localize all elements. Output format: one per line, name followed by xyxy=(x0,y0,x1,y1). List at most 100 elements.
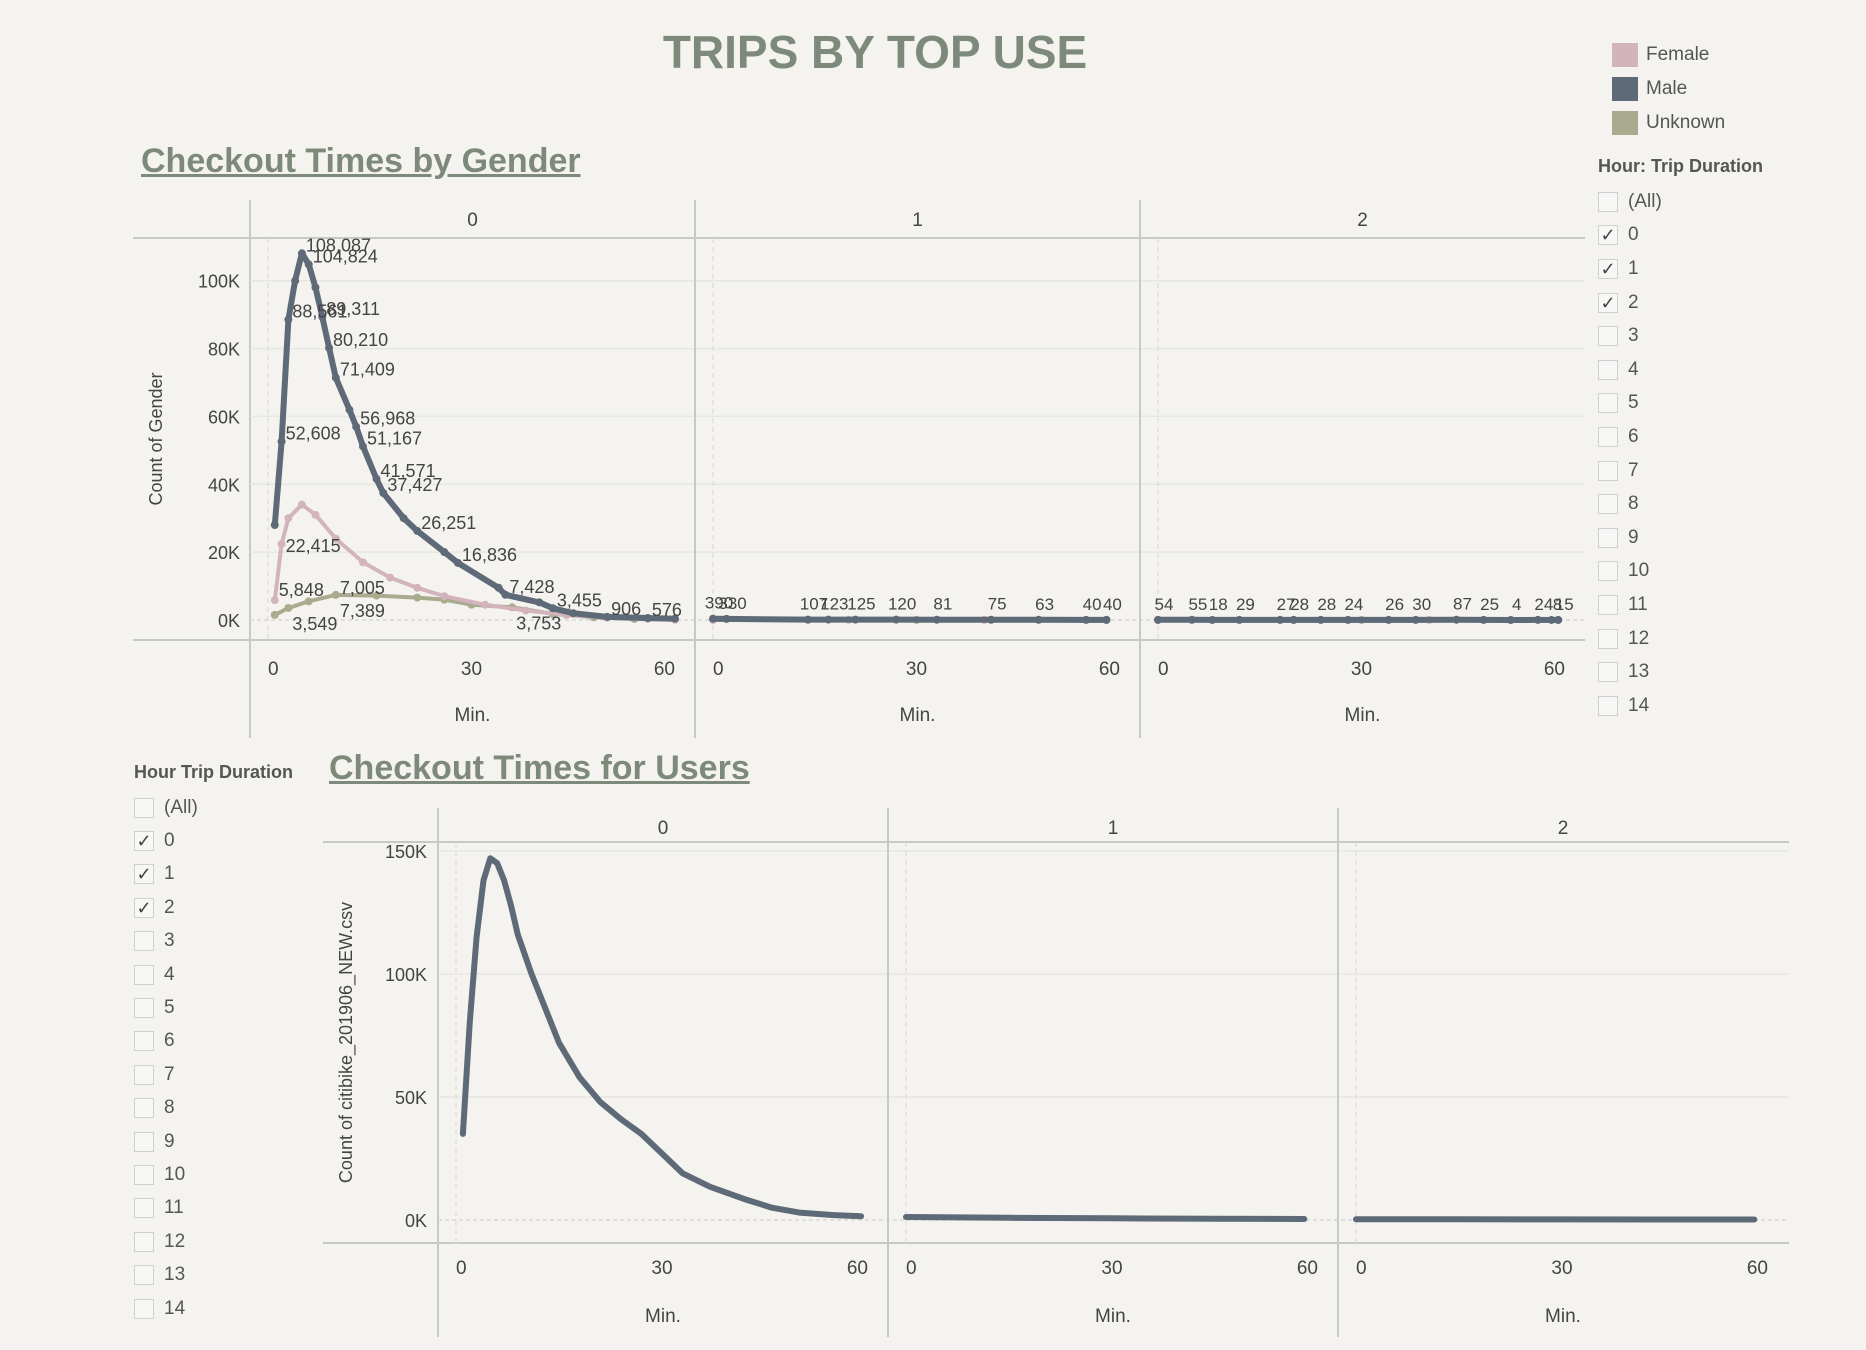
data-point-male xyxy=(1533,615,1542,624)
checkbox-unchecked[interactable] xyxy=(1598,393,1618,414)
legend-label-female: Female xyxy=(1646,44,1710,65)
checkbox-unchecked[interactable] xyxy=(1598,494,1618,515)
filter-option-label: (All) xyxy=(164,796,198,818)
filter-option-12[interactable]: 12 xyxy=(134,1225,293,1258)
data-point-male xyxy=(892,615,901,624)
data-point-male xyxy=(1547,615,1556,624)
users-chart-title[interactable]: Checkout Times for Users xyxy=(329,749,750,787)
checkbox-unchecked[interactable] xyxy=(134,1231,154,1252)
data-label: 75 xyxy=(988,595,1007,614)
data-point-male xyxy=(722,614,731,623)
x-axis-label: Min. xyxy=(1545,1306,1581,1327)
checkbox-checked[interactable]: ✓ xyxy=(134,831,154,852)
filter-option-9[interactable]: 9 xyxy=(134,1125,293,1158)
filter-option-13[interactable]: 13 xyxy=(1598,655,1763,689)
legend-swatch-male xyxy=(1612,77,1638,101)
checkbox-checked[interactable]: ✓ xyxy=(1598,225,1618,246)
x-tick-label: 30 xyxy=(1551,1258,1572,1279)
checkbox-unchecked[interactable] xyxy=(1598,594,1618,615)
filter-option-14[interactable]: 14 xyxy=(1598,689,1763,723)
checkbox-unchecked[interactable] xyxy=(1598,561,1618,582)
filter-option-all[interactable]: (All) xyxy=(1598,185,1763,219)
filter-option-14[interactable]: 14 xyxy=(134,1292,293,1325)
gender-chart-title[interactable]: Checkout Times by Gender xyxy=(141,142,581,180)
checkbox-unchecked[interactable] xyxy=(1598,359,1618,380)
filter-option-5[interactable]: 5 xyxy=(1598,387,1763,421)
x-tick-label: 60 xyxy=(847,1258,868,1279)
filter-option-9[interactable]: 9 xyxy=(1598,521,1763,555)
filter-option-11[interactable]: 11 xyxy=(1598,588,1763,622)
checkbox-unchecked[interactable] xyxy=(134,1131,154,1152)
checkbox-unchecked[interactable] xyxy=(134,964,154,985)
series-line-users-panel-0 xyxy=(459,855,865,1220)
data-point-female xyxy=(481,600,490,609)
checkbox-checked[interactable]: ✓ xyxy=(134,864,154,885)
filter-option-4[interactable]: 4 xyxy=(134,958,293,991)
filter-option-label: 9 xyxy=(1628,526,1639,548)
checkbox-checked[interactable]: ✓ xyxy=(134,897,154,918)
checkbox-unchecked[interactable] xyxy=(134,1265,154,1286)
filter-option-label: 0 xyxy=(1628,224,1639,246)
filter-option-6[interactable]: 6 xyxy=(1598,420,1763,454)
data-label: 87 xyxy=(1453,595,1472,614)
checkbox-unchecked[interactable] xyxy=(134,931,154,952)
filter-option-1[interactable]: ✓ 1 xyxy=(134,858,293,891)
filter-option-label: 0 xyxy=(164,830,175,852)
legend-item-male[interactable]: Male xyxy=(1612,72,1725,106)
data-point-unknown xyxy=(284,603,293,612)
y-tick-label: 40K xyxy=(208,475,240,495)
filter-option-3[interactable]: 3 xyxy=(1598,319,1763,353)
x-axis-label: Min. xyxy=(1345,705,1381,726)
filter-option-8[interactable]: 8 xyxy=(1598,487,1763,521)
filter-option-all[interactable]: (All) xyxy=(134,791,293,824)
checkbox-unchecked[interactable] xyxy=(1598,527,1618,548)
filter-option-7[interactable]: 7 xyxy=(134,1058,293,1091)
panel-header-0: 0 xyxy=(658,818,669,839)
legend-item-female[interactable]: Female xyxy=(1612,38,1725,72)
filter-option-13[interactable]: 13 xyxy=(134,1258,293,1291)
checkbox-unchecked[interactable] xyxy=(1598,426,1618,447)
checkbox-unchecked[interactable] xyxy=(134,1064,154,1085)
filter-option-7[interactable]: 7 xyxy=(1598,454,1763,488)
checkbox-checked[interactable]: ✓ xyxy=(1598,292,1618,313)
checkbox-unchecked[interactable] xyxy=(1598,191,1618,212)
filter-option-4[interactable]: 4 xyxy=(1598,353,1763,387)
checkbox-unchecked[interactable] xyxy=(1598,326,1618,347)
filter-option-2[interactable]: ✓ 2 xyxy=(134,891,293,924)
checkbox-unchecked[interactable] xyxy=(134,797,154,818)
checkbox-unchecked[interactable] xyxy=(134,1198,154,1219)
filter-option-10[interactable]: 10 xyxy=(1598,555,1763,589)
checkbox-unchecked[interactable] xyxy=(1598,628,1618,649)
data-point-female xyxy=(440,592,449,601)
hour-trip-duration-filter-bottom: Hour Trip Duration (All) ✓ 0 ✓ 1 ✓ 2 3 4 5 6 7 8 9 10 1… xyxy=(134,762,293,1327)
panel-header-1: 1 xyxy=(912,210,923,231)
filter-option-label: 12 xyxy=(1628,627,1650,649)
filter-option-1[interactable]: ✓ 1 xyxy=(1598,252,1763,286)
filter-option-11[interactable]: 11 xyxy=(134,1192,293,1225)
filter-option-8[interactable]: 8 xyxy=(134,1092,293,1125)
filter-option-2[interactable]: ✓ 2 xyxy=(1598,286,1763,320)
checkbox-unchecked[interactable] xyxy=(134,1164,154,1185)
filter-option-0[interactable]: ✓ 0 xyxy=(134,824,293,857)
legend-item-unknown[interactable]: Unknown xyxy=(1612,106,1725,140)
filter-option-0[interactable]: ✓ 0 xyxy=(1598,219,1763,253)
legend-label-male: Male xyxy=(1646,78,1688,99)
data-point-male xyxy=(372,474,381,483)
checkbox-unchecked[interactable] xyxy=(1598,460,1618,481)
data-point-female xyxy=(311,510,320,519)
checkbox-unchecked[interactable] xyxy=(134,1098,154,1119)
filter-option-5[interactable]: 5 xyxy=(134,991,293,1024)
checkbox-unchecked[interactable] xyxy=(134,1031,154,1052)
filter-option-10[interactable]: 10 xyxy=(134,1158,293,1191)
checkbox-unchecked[interactable] xyxy=(1598,662,1618,683)
data-point-unknown xyxy=(270,610,279,619)
filter-option-12[interactable]: 12 xyxy=(1598,622,1763,656)
data-label: 37,427 xyxy=(387,475,442,495)
filter-option-label: 12 xyxy=(164,1230,186,1252)
checkbox-unchecked[interactable] xyxy=(134,998,154,1019)
checkbox-unchecked[interactable] xyxy=(134,1298,154,1319)
checkbox-checked[interactable]: ✓ xyxy=(1598,258,1618,279)
checkbox-unchecked[interactable] xyxy=(1598,695,1618,716)
filter-option-3[interactable]: 3 xyxy=(134,925,293,958)
filter-option-6[interactable]: 6 xyxy=(134,1025,293,1058)
